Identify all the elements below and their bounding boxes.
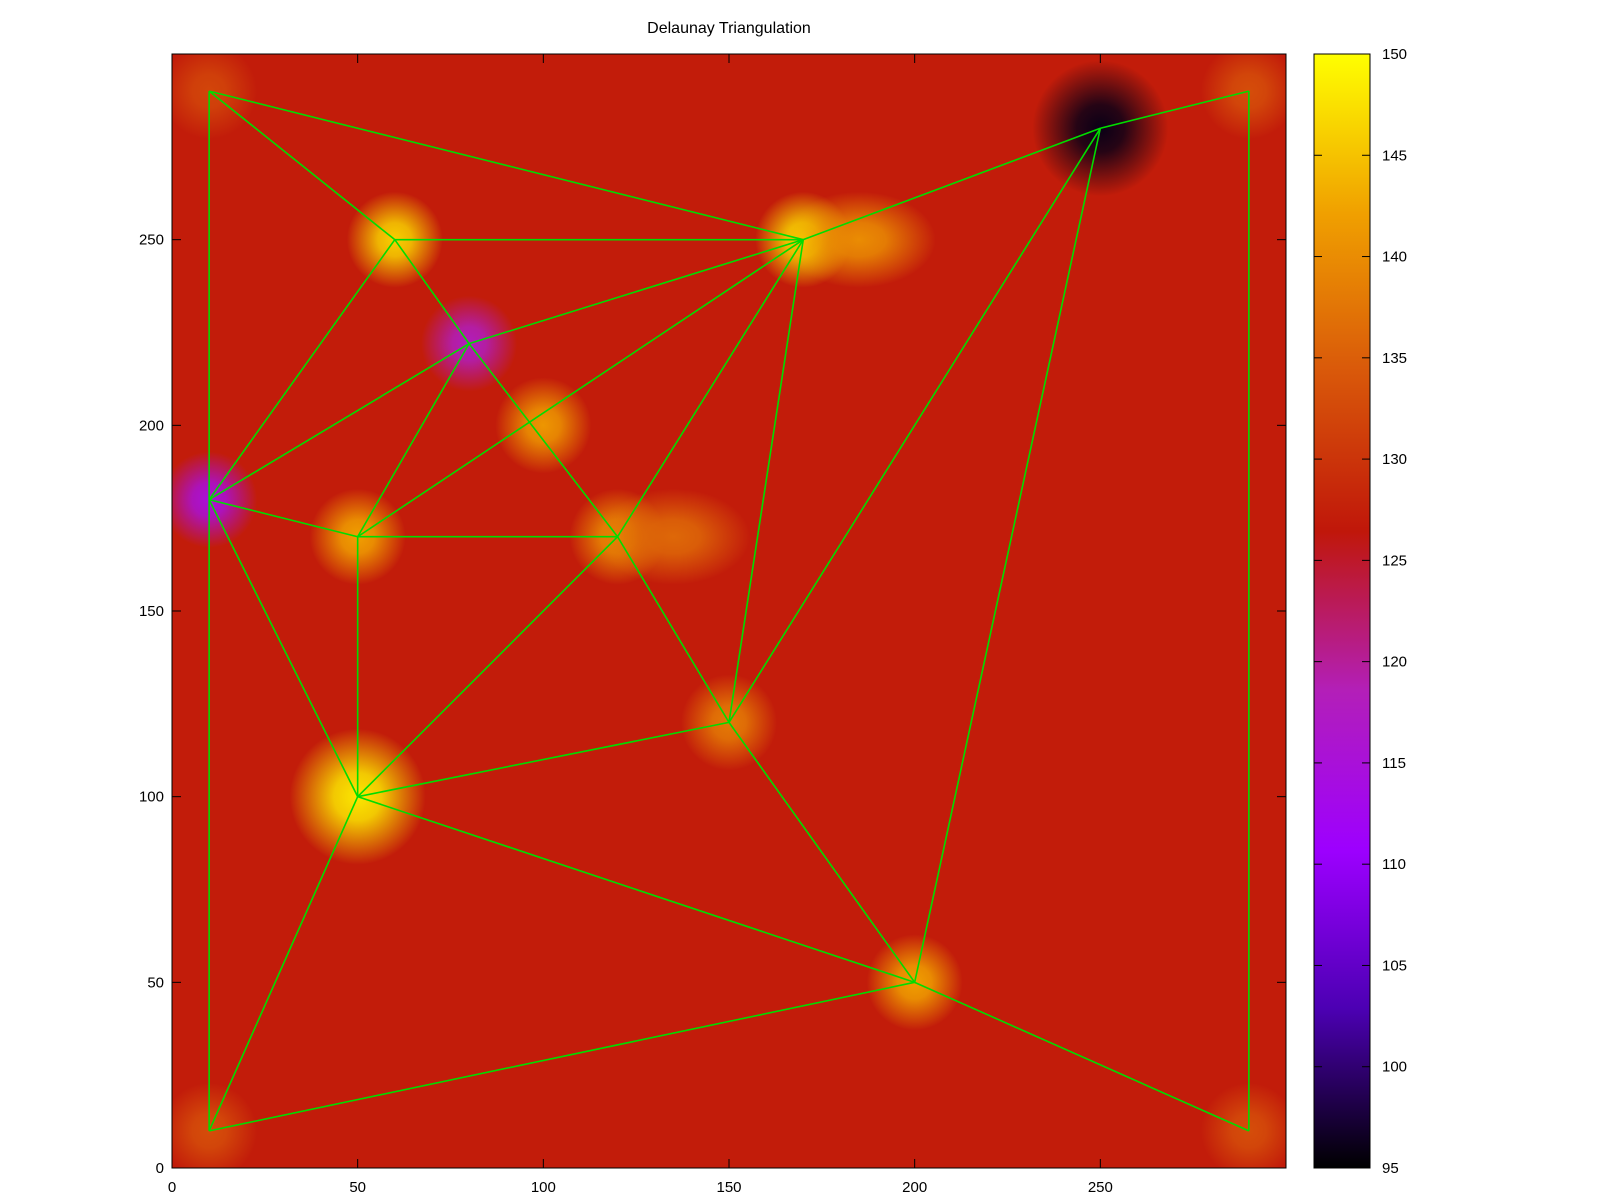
colorbar-tick-label: 140 (1382, 249, 1407, 266)
colorbar-tick-label: 150 (1382, 46, 1407, 63)
chart-title: Delaunay Triangulation (647, 20, 811, 37)
colorbar-tick-label: 115 (1382, 755, 1406, 772)
y-tick-label: 200 (139, 417, 164, 434)
heat-blob-extra-0 (596, 488, 751, 585)
triangulation-edge-23 (616, 536, 730, 723)
triangulation-edge-25 (357, 721, 730, 798)
x-tick-label: 200 (902, 1179, 927, 1196)
x-tick-label: 150 (716, 1179, 741, 1196)
heat-blob-4 (1200, 54, 1286, 140)
triangulation-edge-8 (357, 239, 804, 538)
colorbar-tick-label: 110 (1382, 856, 1406, 873)
triangulation-edge-16 (356, 343, 470, 538)
triangulation-edge-12 (728, 127, 1102, 723)
y-tick-label: 150 (139, 603, 164, 620)
triangulation-edge-11 (1100, 90, 1250, 130)
x-tick-label: 0 (168, 1179, 176, 1196)
colorbar-tick-label: 105 (1382, 957, 1407, 974)
y-tick-label: 100 (139, 789, 164, 806)
triangulation-edge-24 (357, 536, 619, 798)
triangulation-edge-28 (208, 796, 359, 1132)
triangulation-edge-30 (914, 981, 1250, 1132)
colorbar-tick-label: 145 (1382, 147, 1407, 164)
triangulation-edge-17 (468, 343, 619, 538)
y-tick-label: 50 (147, 974, 164, 991)
heat-blob-6 (495, 377, 592, 474)
x-tick-label: 100 (531, 1179, 556, 1196)
y-tick-label: 0 (156, 1160, 164, 1177)
colorbar-tick-label: 130 (1382, 451, 1407, 468)
triangulation-edge-9 (616, 239, 804, 538)
x-tick-label: 250 (1088, 1179, 1113, 1196)
heat-blob-0 (172, 54, 258, 140)
colorbar-axis: 95 100 105 110 115 120 125 130 135 140 145 150 (1314, 46, 1407, 1177)
triangulation-edge-4 (394, 239, 470, 345)
triangulation-edge-7 (468, 238, 804, 345)
triangulation-edge-29 (208, 981, 915, 1132)
heat-blob-extra-1 (782, 191, 936, 288)
triangulation-edge-10 (728, 239, 805, 723)
triangulation-edges (208, 90, 1250, 1132)
y-axis: 0 50 100 150 200 250 (139, 232, 1286, 1177)
colorbar-tick-label: 125 (1382, 552, 1407, 569)
colorbar (1313, 53, 1371, 1169)
triangulation-edge-13 (913, 128, 1102, 983)
colorbar-tick-label: 95 (1382, 1160, 1399, 1177)
triangulation-edge-0 (208, 90, 396, 241)
heat-blob-13 (172, 1082, 258, 1168)
triangulation-edge-19 (208, 499, 359, 798)
triangulation-edge-27 (357, 795, 915, 984)
x-axis: 0 50 100 150 200 250 (168, 54, 1113, 1196)
triangulation-edge-15 (208, 342, 470, 501)
x-tick-label: 50 (349, 1179, 366, 1196)
colorbar-tick-label: 120 (1382, 654, 1407, 671)
y-tick-label: 250 (139, 232, 164, 249)
colorbar-tick-label: 135 (1382, 350, 1407, 367)
heat-blob-7 (172, 451, 258, 548)
triangulation-edge-26 (728, 721, 916, 983)
triangulation-edge-18 (208, 498, 358, 538)
triangulation-edge-6 (802, 127, 1101, 241)
colorbar-tick-label: 100 (1382, 1059, 1407, 1076)
heat-blob-14 (1200, 1082, 1286, 1168)
triangulation-edge-5 (208, 239, 396, 501)
heatmap-layer (172, 54, 1286, 1168)
triangulation-edge-1 (208, 90, 804, 241)
